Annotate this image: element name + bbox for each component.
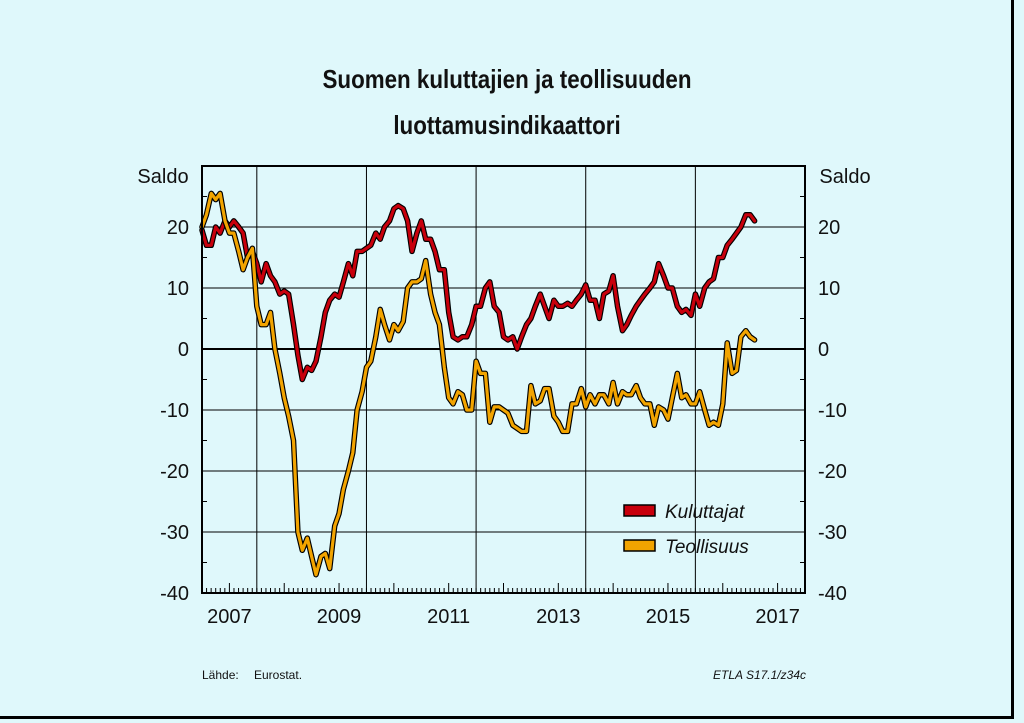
plot-area-border xyxy=(201,165,806,594)
y-axis-label-right: Saldo xyxy=(819,166,870,188)
y-tick-label-left: -10 xyxy=(160,400,189,422)
source-label: Lähde: xyxy=(202,668,239,682)
y-tick-label-right: -40 xyxy=(818,583,847,605)
x-tick-label: 2009 xyxy=(317,606,362,628)
y-tick-label-left: -20 xyxy=(160,461,189,483)
x-tick-label: 2007 xyxy=(207,606,252,628)
chart-title-line1: Suomen kuluttajien ja teollisuuden xyxy=(322,64,692,94)
y-axis-label-left: Saldo xyxy=(137,166,188,188)
legend-label-2: Teollisuus xyxy=(665,537,749,558)
source-value: Eurostat. xyxy=(254,668,303,682)
series-line-1 xyxy=(200,204,757,382)
x-tick-label: 2011 xyxy=(427,606,470,628)
y-tick-label-left: 20 xyxy=(167,217,189,239)
chart-title-line2: luottamusindikaattori xyxy=(393,110,621,140)
y-tick-label-right: -30 xyxy=(818,522,847,544)
legend-swatch-1 xyxy=(623,504,656,517)
tick-labels: 20 20 10 10 0 0 -10 -10 -20 -20 -30 -30 -40 -40 2007 20… xyxy=(160,217,847,628)
legend: Kuluttajat Teollisuus xyxy=(623,502,749,558)
y-tick-label-right: 0 xyxy=(818,339,829,361)
y-tick-label-right: 20 xyxy=(818,217,840,239)
x-tick-label: 2017 xyxy=(755,606,800,628)
figure-code: ETLA S17.1/z34c xyxy=(713,668,806,682)
y-tick-label-left: 10 xyxy=(167,278,189,300)
y-tick-label-left: -30 xyxy=(160,522,189,544)
y-tick-label-left: 0 xyxy=(178,339,189,361)
x-tick-label: 2015 xyxy=(646,606,691,628)
grid xyxy=(201,166,806,594)
series-lines xyxy=(199,190,758,578)
y-tick-label-right: -20 xyxy=(818,461,847,483)
series-line-2 xyxy=(200,191,757,577)
y-tick-label-right: -10 xyxy=(818,400,847,422)
x-tick-label: 2013 xyxy=(536,606,581,628)
y-tick-label-right: 10 xyxy=(818,278,840,300)
legend-label-1: Kuluttajat xyxy=(665,502,745,523)
legend-swatch-2 xyxy=(623,539,656,552)
y-tick-label-left: -40 xyxy=(160,583,189,605)
